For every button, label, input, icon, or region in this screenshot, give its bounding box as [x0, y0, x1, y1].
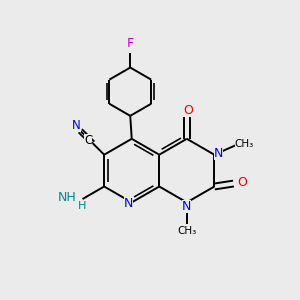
Text: O: O — [183, 104, 193, 117]
Text: F: F — [127, 37, 134, 50]
Text: N: N — [182, 200, 191, 213]
Text: CH₃: CH₃ — [177, 226, 196, 236]
Text: H: H — [78, 200, 86, 211]
Text: N: N — [72, 119, 81, 132]
Text: N: N — [214, 147, 224, 160]
Text: N: N — [124, 197, 133, 210]
Text: O: O — [237, 176, 247, 189]
Text: CH₃: CH₃ — [235, 139, 254, 149]
Text: NH: NH — [57, 191, 76, 204]
Text: C: C — [84, 134, 92, 147]
